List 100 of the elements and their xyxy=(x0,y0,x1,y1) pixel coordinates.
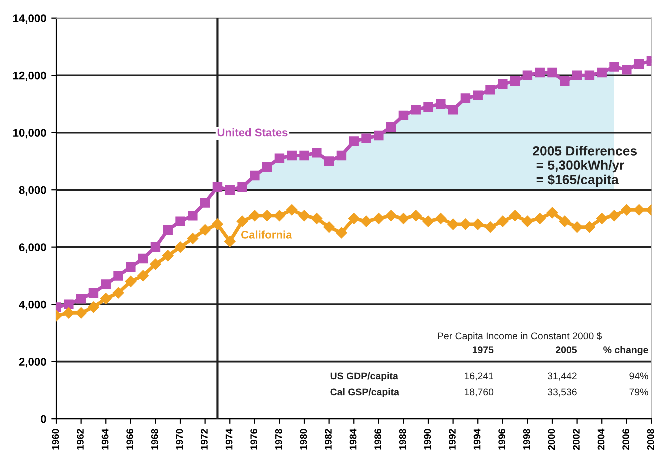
point xyxy=(187,233,199,244)
point xyxy=(436,99,446,110)
point xyxy=(398,213,410,224)
point xyxy=(386,122,396,132)
x-tick-label: 1968 xyxy=(151,429,158,450)
point xyxy=(324,222,335,233)
point xyxy=(596,213,608,224)
annotation: 1975 xyxy=(472,346,494,354)
point xyxy=(360,216,372,228)
point xyxy=(112,288,124,299)
point xyxy=(349,136,359,146)
point xyxy=(560,76,570,86)
point xyxy=(486,85,496,95)
point xyxy=(584,222,596,233)
x-tick-label: 1988 xyxy=(399,429,406,450)
point xyxy=(484,222,496,233)
point xyxy=(114,271,124,281)
point xyxy=(584,70,595,80)
point xyxy=(535,68,545,78)
point xyxy=(336,227,348,239)
x-tick-label: 2006 xyxy=(622,429,630,450)
x-tick-label: 1996 xyxy=(498,429,506,450)
point xyxy=(225,185,235,195)
x-tick-label: 1962 xyxy=(77,429,84,450)
annotation: 94% xyxy=(630,372,648,380)
x-tick-label: 1974 xyxy=(226,428,233,450)
x-tick-label: 1980 xyxy=(300,429,308,450)
point xyxy=(410,210,422,222)
point xyxy=(336,150,347,161)
point xyxy=(200,224,211,236)
point xyxy=(572,222,583,233)
annotation: 18,760 xyxy=(464,388,494,397)
point xyxy=(522,216,534,228)
y-tick-label: 6,000 xyxy=(19,244,46,254)
point xyxy=(610,62,620,72)
annotation: 31,442 xyxy=(548,372,577,381)
annotation: 79% xyxy=(630,388,648,396)
point xyxy=(608,210,620,222)
point xyxy=(460,218,472,230)
point xyxy=(88,288,99,298)
point xyxy=(249,210,261,222)
point xyxy=(435,213,447,224)
point xyxy=(138,270,149,282)
point xyxy=(534,213,546,224)
point xyxy=(250,170,260,181)
point xyxy=(262,210,273,222)
x-tick-label: 1976 xyxy=(250,429,258,450)
x-tick-label: 1984 xyxy=(350,428,357,450)
point xyxy=(212,182,223,192)
point xyxy=(448,105,458,115)
point xyxy=(76,294,86,304)
point xyxy=(510,76,520,86)
point xyxy=(174,242,186,253)
point xyxy=(422,216,434,228)
point xyxy=(373,213,385,224)
point xyxy=(497,216,509,228)
point xyxy=(262,162,272,172)
point xyxy=(374,130,384,141)
point xyxy=(176,216,186,226)
point xyxy=(546,207,558,219)
point xyxy=(286,204,298,216)
series-label: United States xyxy=(218,128,288,137)
point xyxy=(188,210,198,221)
point xyxy=(298,210,310,222)
point xyxy=(448,218,459,230)
point xyxy=(498,79,508,90)
point xyxy=(238,182,248,192)
point xyxy=(138,254,148,264)
point xyxy=(63,308,75,319)
x-tick-label: 2004 xyxy=(598,428,605,450)
point xyxy=(287,150,297,161)
y-tick-label: 2,000 xyxy=(19,358,46,368)
x-tick-label: 1990 xyxy=(424,429,432,450)
point xyxy=(312,148,322,158)
point xyxy=(634,59,644,70)
annotation: Cal GSP/capita xyxy=(330,388,400,398)
x-tick-label: 1960 xyxy=(52,429,60,450)
x-tick-label: 1986 xyxy=(374,429,382,450)
point xyxy=(150,258,162,270)
point xyxy=(212,218,224,230)
x-tick-label: 1994 xyxy=(474,428,481,450)
point xyxy=(473,90,483,100)
x-tick-label: 2008 xyxy=(647,429,654,450)
point xyxy=(424,102,434,112)
point xyxy=(150,242,161,252)
point xyxy=(224,236,236,248)
point xyxy=(200,198,210,208)
point xyxy=(460,94,471,104)
point xyxy=(88,302,100,314)
x-tick-label: 1978 xyxy=(275,429,282,450)
point xyxy=(64,300,74,310)
point xyxy=(274,210,286,222)
point xyxy=(300,150,310,161)
annotation: 16,241 xyxy=(464,372,494,381)
point xyxy=(572,70,582,80)
x-tick-label: 1998 xyxy=(523,429,530,450)
point xyxy=(311,213,323,224)
annotation: 33,536 xyxy=(548,388,577,397)
point xyxy=(621,204,633,216)
x-tick-label: 1964 xyxy=(102,428,109,450)
